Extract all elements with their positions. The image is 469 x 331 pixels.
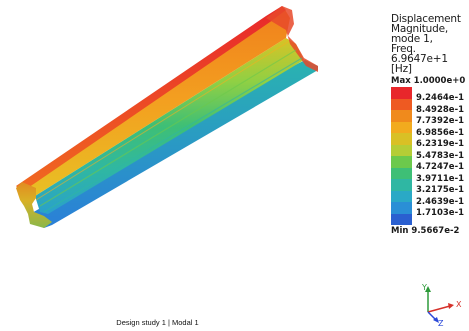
legend-title-line: Displacement xyxy=(391,13,461,25)
beam-far-end xyxy=(266,6,318,72)
legend-band-value: 8.4928e-1 xyxy=(416,104,465,115)
legend-swatch xyxy=(391,121,412,133)
contour-legend: Displacement Magnitude, mode 1, Freq. 6.… xyxy=(391,14,469,237)
legend-min: Min 9.5667e-2 xyxy=(391,226,469,237)
legend-max: Max 1.0000e+0 xyxy=(391,76,469,87)
legend-swatch xyxy=(391,202,412,214)
legend-swatch xyxy=(391,190,412,202)
legend-band: 4.7247e-1 xyxy=(391,156,469,172)
legend-swatch xyxy=(391,179,412,191)
legend-band-value: 2.4639e-1 xyxy=(416,196,465,207)
legend-title-line: [Hz] xyxy=(391,63,412,75)
legend-band-value: 3.9711e-1 xyxy=(416,173,465,184)
legend-band: 6.2319e-1 xyxy=(391,133,469,149)
legend-band: 2.4639e-1 xyxy=(391,190,469,207)
z-axis-label: Z xyxy=(438,319,444,327)
legend-band: 7.7392e-1 xyxy=(391,110,469,126)
legend-max-value: 1.0000e+0 xyxy=(413,76,466,86)
legend-swatch xyxy=(391,167,412,179)
legend-min-label: Min xyxy=(391,226,409,236)
x-axis-label: X xyxy=(456,300,462,309)
y-axis-label: Y xyxy=(421,283,427,292)
legend-title-line: mode 1, xyxy=(391,33,433,45)
legend-color-bands: 9.2464e-1 8.4928e-1 7.7392e-1 6.9856e-1 6.23… xyxy=(391,87,469,225)
legend-band: 5.4783e-1 xyxy=(391,144,469,161)
legend-swatch xyxy=(391,110,412,122)
legend-band: 1.7103e-1 xyxy=(391,202,469,218)
legend-band-value: 3.2175e-1 xyxy=(416,185,465,196)
y-axis-arrowhead xyxy=(425,286,431,292)
legend-band-value: 1.7103e-1 xyxy=(416,208,465,219)
legend-band xyxy=(391,213,469,225)
legend-min-value: 9.5667e-2 xyxy=(411,226,460,236)
legend-title: Displacement Magnitude, mode 1, Freq. 6.… xyxy=(391,13,469,75)
legend-band: 3.9711e-1 xyxy=(391,167,469,184)
legend-swatch xyxy=(391,144,412,156)
legend-band: 6.9856e-1 xyxy=(391,121,469,138)
x-axis-arrowhead xyxy=(448,303,454,309)
legend-max-label: Max xyxy=(391,76,411,86)
beam-web-face xyxy=(35,38,304,214)
legend-band: 9.2464e-1 xyxy=(391,87,469,103)
coordinate-triad: Y X Z xyxy=(421,283,462,327)
legend-band-value: 4.7247e-1 xyxy=(416,162,465,173)
legend-swatch xyxy=(391,156,412,168)
legend-band-value: 7.7392e-1 xyxy=(416,116,465,127)
legend-band-value: 6.9856e-1 xyxy=(416,127,465,138)
legend-title-line: 6.9647e+1 xyxy=(391,53,448,65)
legend-band-value: 9.2464e-1 xyxy=(416,93,465,104)
beam-base-flange xyxy=(30,60,318,228)
legend-band: 3.2175e-1 xyxy=(391,179,469,195)
legend-swatch xyxy=(391,133,412,145)
legend-swatch xyxy=(391,98,412,110)
z-axis-arrowhead xyxy=(433,317,439,323)
z-axis-line xyxy=(427,311,437,321)
legend-swatch xyxy=(391,87,412,99)
status-footer: Design study 1 | Modal 1 xyxy=(116,318,199,327)
legend-swatch xyxy=(391,213,412,225)
legend-band: 8.4928e-1 xyxy=(391,98,469,115)
legend-title-line: Freq. xyxy=(391,43,416,55)
x-axis-line xyxy=(427,305,451,313)
legend-band-value: 5.4783e-1 xyxy=(416,150,465,161)
legend-title-line: Magnitude, xyxy=(391,23,448,35)
beam-end-section xyxy=(16,182,52,228)
beam-head-edge xyxy=(16,6,286,192)
legend-band-value: 6.2319e-1 xyxy=(416,139,465,150)
